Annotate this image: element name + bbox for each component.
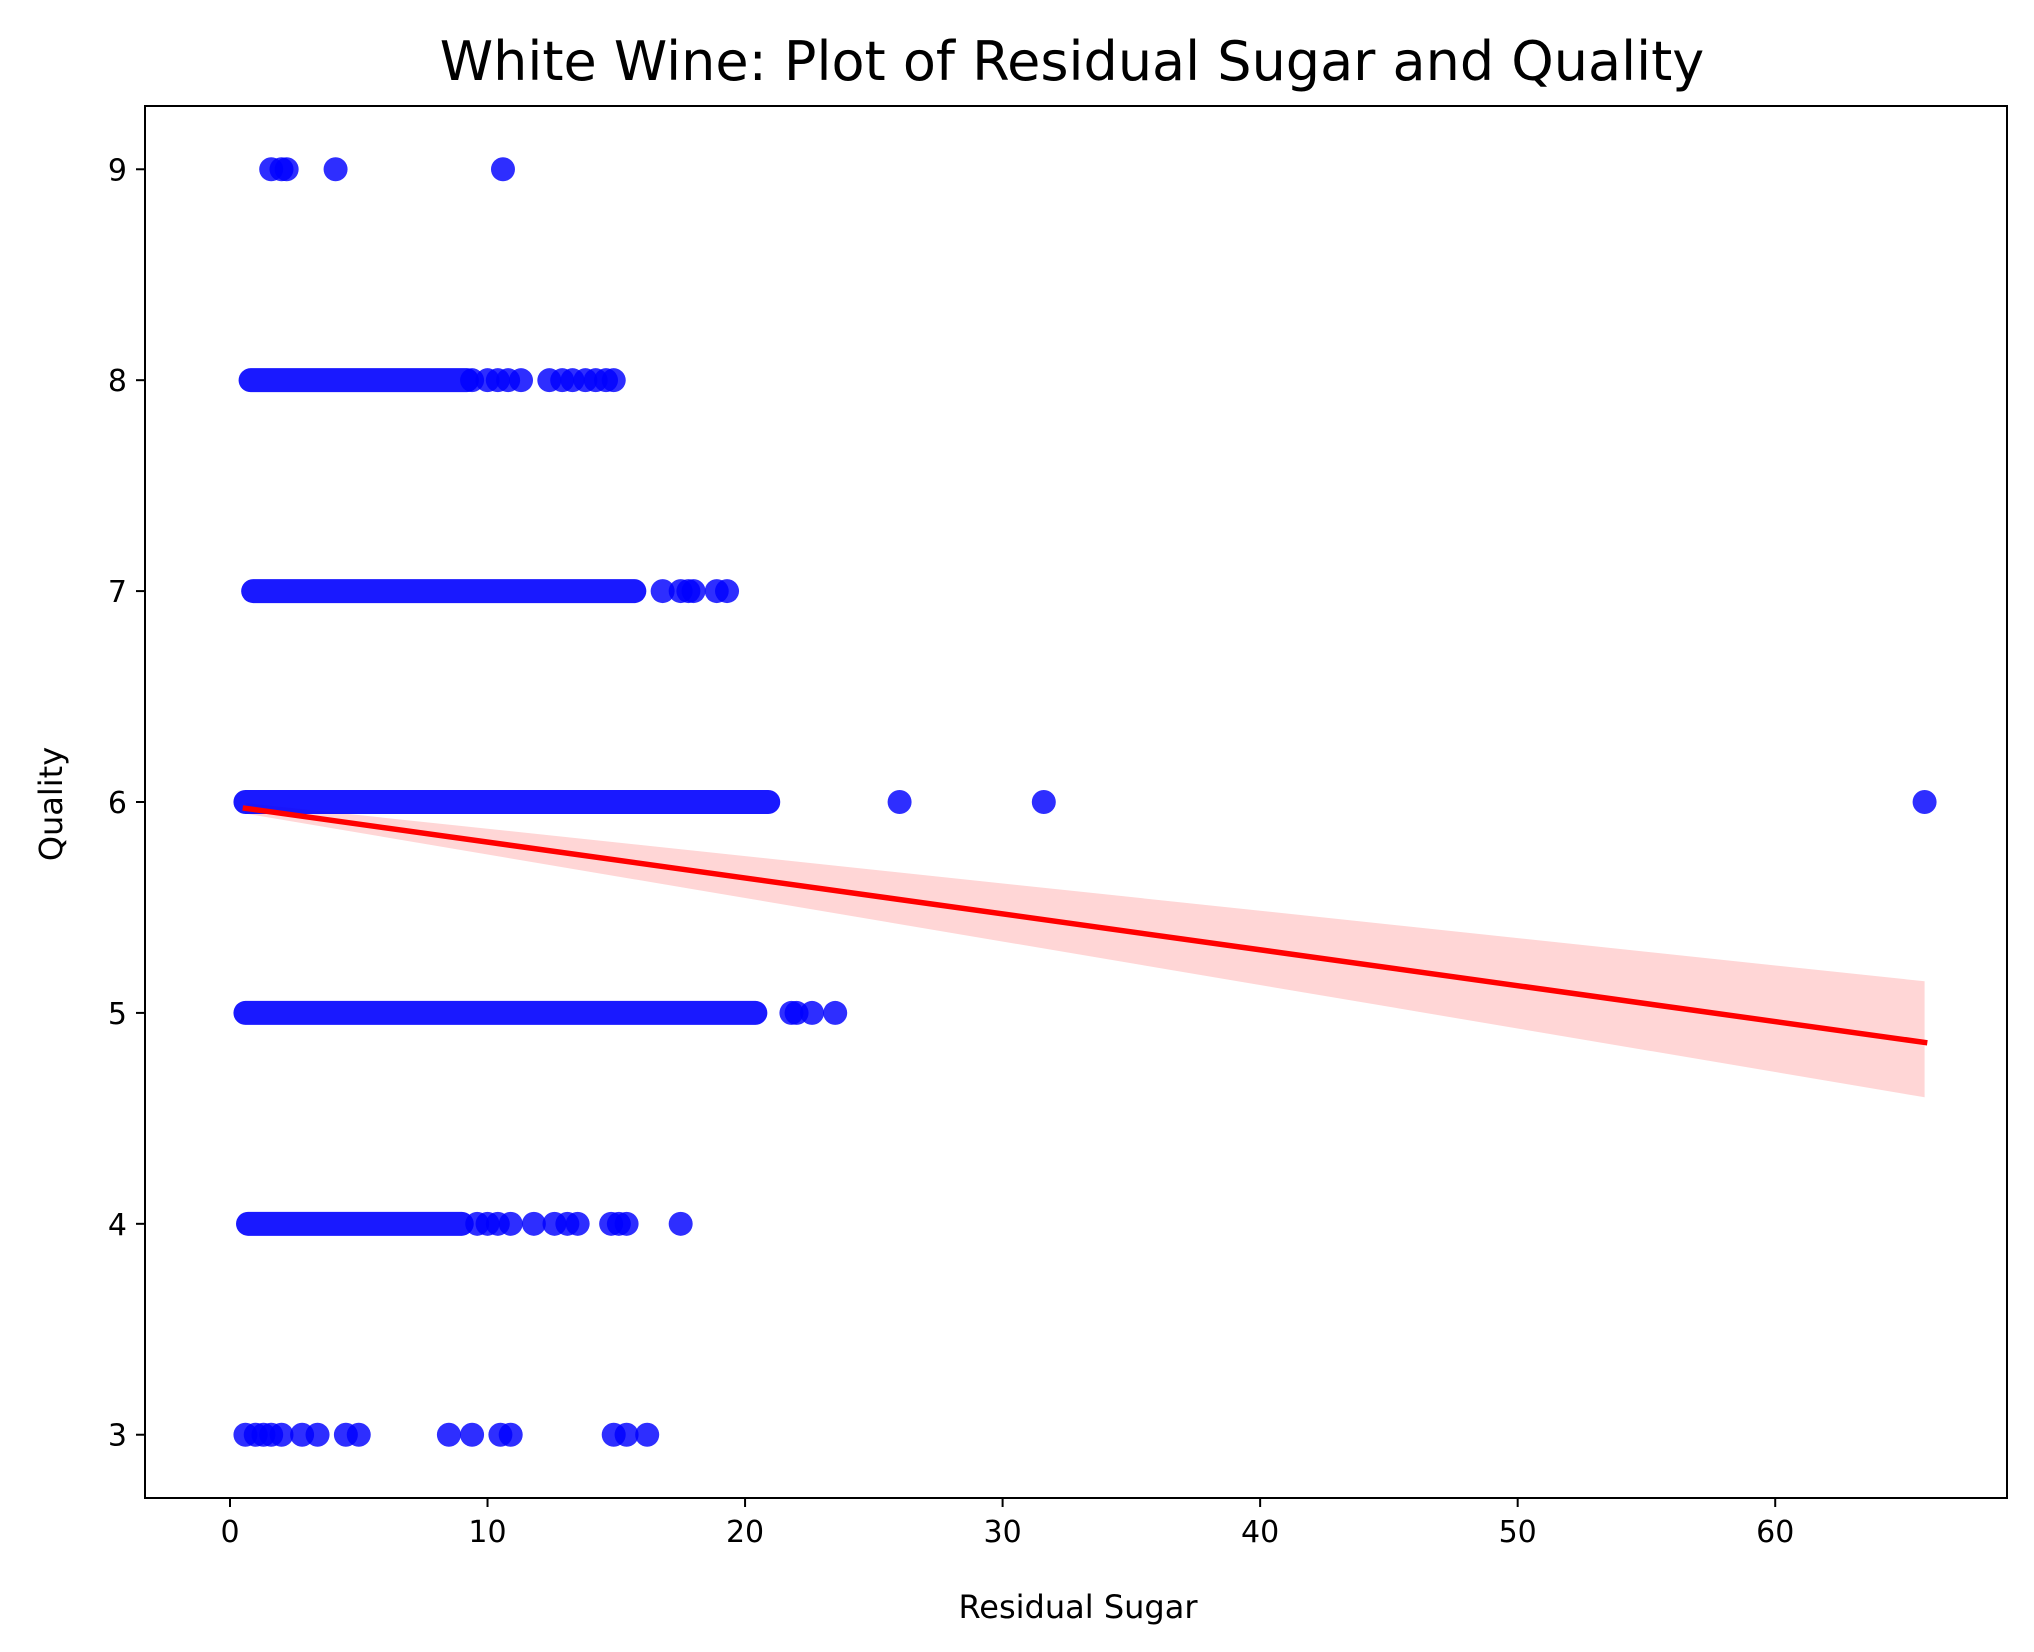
y-tick-label: 5 bbox=[108, 997, 127, 1032]
data-points bbox=[233, 157, 1937, 1447]
regression-line bbox=[242, 805, 1928, 1046]
data-point bbox=[305, 1422, 330, 1447]
data-point bbox=[323, 157, 348, 182]
quality-6-points bbox=[233, 790, 1937, 814]
y-tick-label: 9 bbox=[108, 153, 127, 188]
y-axis-label: Quality bbox=[32, 747, 70, 861]
data-point bbox=[614, 1211, 639, 1236]
x-tick-label: 60 bbox=[1756, 1515, 1794, 1550]
data-point bbox=[274, 157, 299, 182]
x-axis-label: Residual Sugar bbox=[959, 1588, 1199, 1626]
x-axis: 0 10 20 30 40 50 60 bbox=[220, 1498, 1794, 1550]
data-point bbox=[436, 1422, 461, 1447]
chart-title: White Wine: Plot of Residual Sugar and Q… bbox=[440, 30, 1705, 93]
point-cluster bbox=[233, 790, 781, 814]
data-point bbox=[823, 1000, 848, 1025]
x-tick-label: 20 bbox=[726, 1515, 764, 1550]
y-tick-label: 6 bbox=[108, 786, 127, 821]
data-point bbox=[800, 1000, 825, 1025]
y-tick-label: 4 bbox=[108, 1208, 127, 1243]
quality-3-points bbox=[233, 1422, 660, 1447]
data-point bbox=[269, 1422, 294, 1447]
data-point bbox=[498, 1211, 523, 1236]
data-point bbox=[1031, 790, 1056, 814]
point-cluster bbox=[241, 579, 647, 604]
confidence-band bbox=[245, 803, 1925, 1098]
data-point bbox=[715, 579, 740, 604]
x-tick-label: 40 bbox=[1241, 1515, 1279, 1550]
x-tick-label: 50 bbox=[1499, 1515, 1537, 1550]
data-point bbox=[668, 1211, 693, 1236]
quality-7-points bbox=[241, 579, 740, 604]
data-point bbox=[650, 579, 675, 604]
confidence-band-layer bbox=[245, 803, 1925, 1098]
x-tick-label: 0 bbox=[220, 1515, 239, 1550]
point-cluster bbox=[233, 1000, 768, 1025]
point-cluster bbox=[236, 1211, 474, 1236]
y-tick-label: 3 bbox=[108, 1419, 127, 1454]
data-point bbox=[614, 1422, 639, 1447]
data-point bbox=[509, 368, 534, 393]
data-point bbox=[565, 1211, 590, 1236]
y-tick-label: 8 bbox=[108, 364, 127, 399]
y-tick-label: 7 bbox=[108, 575, 127, 610]
regression-layer bbox=[242, 805, 1928, 1046]
data-point bbox=[635, 1422, 660, 1447]
data-point bbox=[887, 790, 912, 814]
data-point bbox=[460, 1422, 485, 1447]
data-point bbox=[601, 368, 626, 393]
quality-5-points bbox=[233, 1000, 848, 1025]
data-point bbox=[521, 1211, 546, 1236]
point-cluster bbox=[238, 368, 479, 393]
y-axis: 3 4 5 6 7 8 9 bbox=[108, 153, 145, 1454]
quality-4-points bbox=[236, 1211, 693, 1236]
data-point bbox=[346, 1422, 371, 1447]
data-point bbox=[498, 1422, 523, 1447]
data-point bbox=[681, 579, 706, 604]
data-point bbox=[490, 157, 515, 182]
quality-9-points bbox=[259, 157, 515, 182]
quality-8-points bbox=[238, 368, 626, 393]
x-tick-label: 10 bbox=[468, 1515, 506, 1550]
x-tick-label: 30 bbox=[984, 1515, 1022, 1550]
data-point bbox=[1912, 790, 1937, 814]
